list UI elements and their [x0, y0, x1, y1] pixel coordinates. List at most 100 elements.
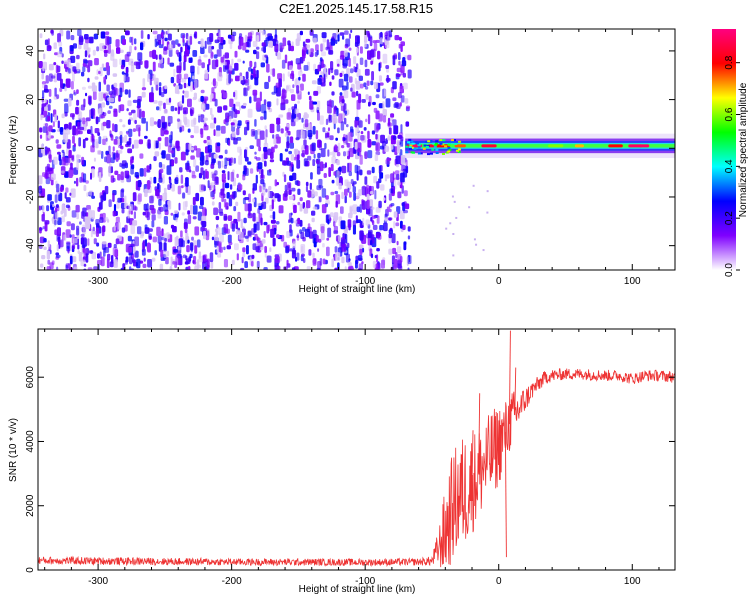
noise-speckle	[344, 266, 347, 270]
noise-speckle	[56, 183, 60, 193]
noise-speckle	[282, 73, 285, 82]
noise-speckle	[72, 125, 77, 136]
noise-speckle	[128, 128, 133, 137]
noise-speckle	[129, 45, 132, 54]
noise-speckle	[407, 69, 412, 79]
snr-x-axis-label: Height of straight line (km)	[299, 584, 416, 595]
noise-speckle	[264, 160, 267, 167]
noise-speckle	[144, 60, 149, 68]
noise-speckle	[151, 220, 155, 228]
noise-speckle	[379, 82, 384, 86]
snr-spike	[471, 430, 474, 484]
noise-speckle	[182, 201, 187, 211]
noise-speckle	[359, 57, 364, 65]
noise-speckle	[65, 264, 68, 270]
noise-speckle	[264, 197, 269, 204]
noise-speckle	[210, 122, 215, 129]
noise-speckle	[183, 54, 187, 63]
noise-speckle	[163, 31, 166, 35]
snr-y-tick-label: 2000	[25, 494, 36, 517]
noise-speckle	[156, 226, 161, 237]
noise-speckle	[112, 247, 118, 256]
signal-speckle	[433, 145, 437, 148]
noise-speckle	[274, 43, 279, 52]
noise-speckle	[300, 130, 305, 139]
noise-speckle	[384, 174, 388, 182]
noise-speckle	[46, 205, 50, 212]
noise-speckle	[259, 174, 265, 180]
noise-speckle	[217, 160, 221, 169]
noise-speckle	[244, 168, 249, 176]
noise-speckle	[157, 119, 161, 129]
noise-speckle	[365, 118, 368, 123]
noise-speckle	[271, 146, 275, 153]
noise-speckle	[123, 74, 126, 82]
noise-speckle	[182, 192, 186, 199]
noise-speckle	[353, 56, 357, 65]
noise-speckle	[114, 124, 118, 133]
noise-speckle	[190, 204, 193, 215]
signal-speckle	[413, 147, 417, 150]
noise-speckle	[311, 210, 316, 216]
noise-speckle	[370, 253, 374, 259]
noise-speckle	[177, 43, 181, 47]
noise-speckle	[54, 114, 58, 123]
noise-speckle	[393, 125, 399, 135]
snr-y-tick-label: 4000	[25, 430, 36, 453]
noise-speckle	[187, 128, 191, 133]
noise-speckle	[112, 177, 116, 182]
noise-speckle	[142, 240, 145, 250]
noise-speckle	[352, 183, 355, 187]
noise-speckle	[42, 126, 48, 133]
noise-speckle	[57, 151, 61, 155]
noise-speckle	[371, 215, 377, 219]
noise-speckle	[153, 121, 157, 125]
noise-speckle	[170, 150, 175, 154]
noise-speckle	[254, 61, 257, 69]
noise-speckle	[384, 145, 389, 152]
noise-speckle	[213, 153, 218, 159]
noise-speckle	[275, 221, 280, 225]
noise-speckle	[286, 259, 289, 266]
noise-speckle	[73, 143, 76, 147]
noise-speckle	[392, 119, 397, 127]
noise-speckle	[279, 153, 283, 162]
noise-speckle	[221, 196, 224, 203]
noise-speckle	[184, 228, 188, 234]
snr-x-tick-label: -200	[222, 576, 242, 587]
noise-speckle	[146, 180, 151, 188]
noise-speckle	[345, 38, 351, 47]
noise-speckle	[363, 82, 367, 88]
noise-speckle	[316, 185, 322, 191]
noise-speckle	[302, 227, 306, 232]
noise-speckle	[395, 222, 400, 227]
noise-speckle	[333, 171, 336, 176]
noise-speckle	[263, 99, 267, 105]
noise-speckle	[134, 46, 137, 51]
noise-speckle	[54, 219, 57, 226]
noise-speckle	[302, 202, 306, 209]
noise-speckle	[110, 134, 114, 141]
noise-speckle	[144, 224, 148, 229]
noise-speckle	[40, 114, 44, 119]
noise-speckle	[178, 73, 182, 80]
noise-speckle	[227, 215, 233, 221]
signal-speckle	[417, 143, 421, 146]
noise-speckle	[360, 131, 364, 135]
noise-speckle	[402, 72, 406, 78]
noise-speckle	[97, 150, 102, 155]
noise-speckle	[92, 49, 96, 56]
spectrogram-x-tick-label: -100	[355, 276, 375, 287]
noise-speckle	[263, 267, 268, 270]
noise-speckle	[291, 94, 296, 101]
noise-speckle	[366, 199, 370, 210]
noise-speckle	[379, 37, 383, 45]
noise-speckle	[273, 138, 277, 145]
noise-speckle	[312, 206, 318, 210]
spectrogram-x-axis-label: Height of straight line (km)	[299, 284, 416, 295]
noise-speckle	[398, 36, 402, 41]
noise-speckle	[233, 103, 236, 112]
noise-speckle	[252, 243, 257, 251]
noise-speckle	[378, 113, 383, 122]
noise-speckle	[127, 148, 133, 154]
